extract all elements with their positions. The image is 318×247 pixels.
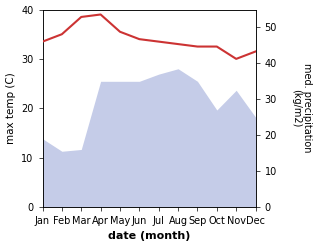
- Y-axis label: med. precipitation
(kg/m2): med. precipitation (kg/m2): [291, 63, 313, 153]
- X-axis label: date (month): date (month): [108, 231, 190, 242]
- Y-axis label: max temp (C): max temp (C): [5, 72, 16, 144]
